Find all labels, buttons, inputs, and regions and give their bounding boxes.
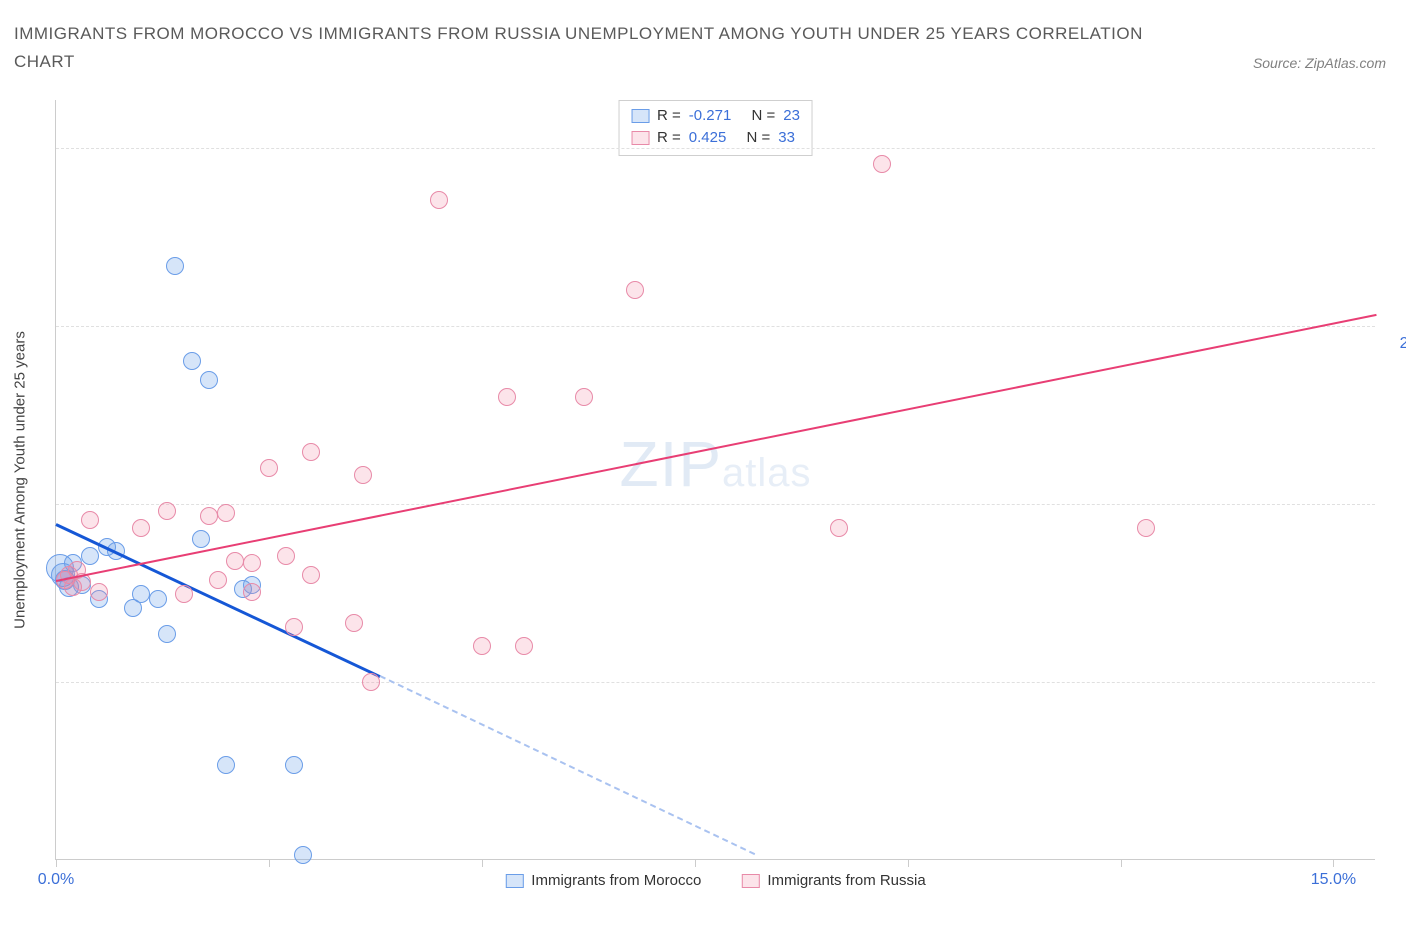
data-point [345,614,363,632]
data-point [200,371,218,389]
trend-line-morocco-extrapolated [379,675,755,855]
source-label: Source: ZipAtlas.com [1253,55,1386,71]
legend-stats-row: R = 0.425 N = 33 [631,127,800,149]
data-point [132,519,150,537]
data-point [243,554,261,572]
y-tick-label: 22.5% [1400,335,1406,353]
data-point [277,547,295,565]
data-point [183,352,201,370]
grid-line [56,682,1375,683]
legend-r-value: 0.425 [689,127,727,149]
data-point [81,511,99,529]
data-point [285,756,303,774]
legend-stats-row: R = -0.271 N = 23 [631,105,800,127]
grid-line [56,326,1375,327]
data-point [473,637,491,655]
watermark-small: atlas [722,451,812,495]
grid-line [56,504,1375,505]
data-point [626,281,644,299]
x-tick [1121,859,1122,867]
legend-label: Immigrants from Russia [767,872,925,889]
legend-r-label: R = [657,105,681,127]
data-point [830,519,848,537]
data-point [226,552,244,570]
y-axis-label: Unemployment Among Youth under 25 years [12,331,29,629]
data-point [217,756,235,774]
legend-swatch-russia [741,874,759,888]
legend-swatch-russia [631,131,649,145]
plot-area: ZIPatlas R = -0.271 N = 23 R = 0.425 N =… [55,100,1375,860]
chart-title: IMMIGRANTS FROM MOROCCO VS IMMIGRANTS FR… [14,20,1206,76]
grid-line [56,148,1375,149]
data-point [158,502,176,520]
x-tick-label: 0.0% [38,871,74,889]
data-point [243,583,261,601]
x-tick [482,859,483,867]
legend-item-russia: Immigrants from Russia [741,872,925,889]
data-point [362,673,380,691]
data-point [498,388,516,406]
data-point [81,547,99,565]
data-point [166,257,184,275]
data-point [200,507,218,525]
data-point [175,585,193,603]
x-tick-label: 15.0% [1311,871,1356,889]
data-point [192,530,210,548]
legend-swatch-morocco [505,874,523,888]
legend-item-morocco: Immigrants from Morocco [505,872,701,889]
data-point [149,590,167,608]
legend-r-value: -0.271 [689,105,732,127]
data-point [302,566,320,584]
x-tick [695,859,696,867]
data-point [430,191,448,209]
trend-line-russia [56,314,1376,582]
legend-r-label: R = [657,127,681,149]
legend-n-value: 33 [778,127,795,149]
data-point [873,155,891,173]
data-point [217,504,235,522]
x-tick [1333,859,1334,867]
legend-swatch-morocco [631,109,649,123]
data-point [209,571,227,589]
legend-series: Immigrants from Morocco Immigrants from … [505,872,925,889]
data-point [260,459,278,477]
data-point [515,637,533,655]
x-tick [908,859,909,867]
data-point [285,618,303,636]
legend-n-label: N = [752,105,776,127]
data-point [302,443,320,461]
data-point [132,585,150,603]
data-point [90,583,108,601]
x-tick [269,859,270,867]
watermark: ZIPatlas [619,427,811,501]
chart-container: IMMIGRANTS FROM MOROCCO VS IMMIGRANTS FR… [0,0,1406,930]
data-point [1137,519,1155,537]
legend-n-value: 23 [783,105,800,127]
data-point [575,388,593,406]
data-point [158,625,176,643]
data-point [354,466,372,484]
legend-n-label: N = [747,127,771,149]
data-point [294,846,312,864]
x-tick [56,859,57,867]
legend-label: Immigrants from Morocco [531,872,701,889]
